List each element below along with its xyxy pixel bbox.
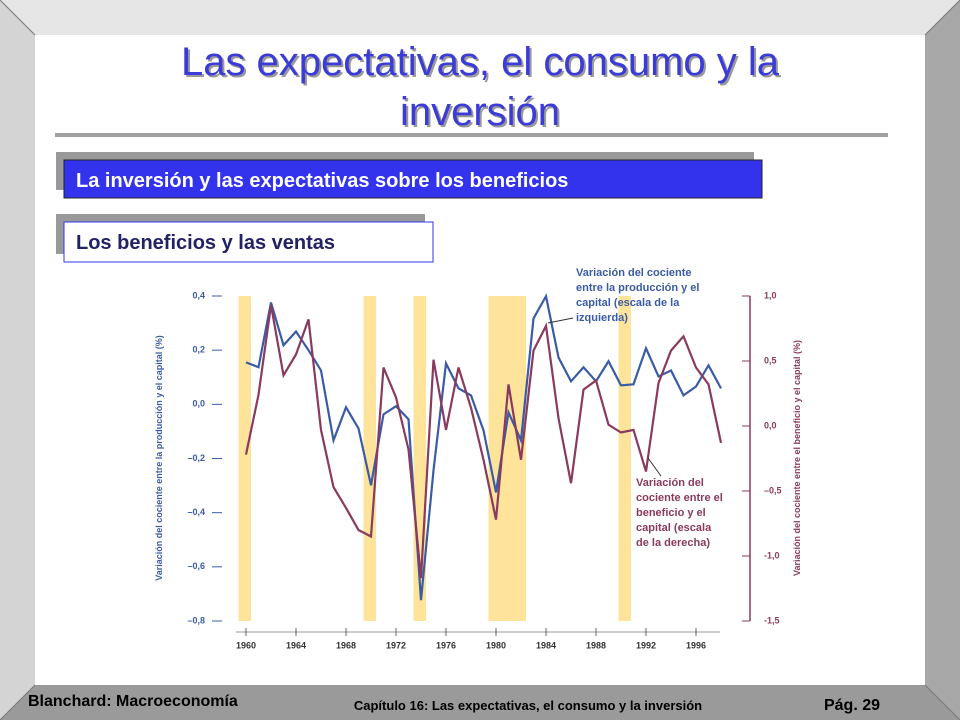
- corner: [924, 0, 960, 36]
- annotation-text: capital (escala: [636, 522, 712, 534]
- recession-band: [363, 296, 376, 621]
- y2-tick-label: 0,0: [764, 420, 777, 430]
- annotation-text: Variación del: [636, 477, 704, 489]
- y2-tick-label: 0,5: [764, 355, 777, 365]
- annotation-leader: [547, 317, 574, 324]
- x-tick-label: 1972: [386, 640, 406, 650]
- title: Las expectativas, el consumo y la invers…: [181, 40, 782, 136]
- annotation-text: Variación del cociente: [576, 267, 692, 279]
- y-tick-label: –0,6: [187, 561, 205, 571]
- annotation-text: de la derecha): [636, 537, 710, 549]
- box: [63, 221, 434, 263]
- x-tick-label: 1988: [586, 640, 606, 650]
- y-axis-label: Variación del cociente entre la producci…: [154, 335, 164, 581]
- corner: [0, 684, 36, 721]
- x-tick-label: 1976: [436, 640, 456, 650]
- y2-tick-label: -1,5: [764, 615, 780, 625]
- y-tick-label: –0,8: [187, 615, 205, 625]
- title-line: Las expectativas, el consumo y la: [181, 40, 780, 84]
- bevel-right: [925, 0, 960, 720]
- x-tick-label: 1996: [686, 640, 706, 650]
- box-text: La inversión y las expectativas sobre lo…: [76, 170, 568, 192]
- y-tick-label: 0,0: [192, 399, 205, 409]
- annotation-text: izquierda): [576, 312, 628, 324]
- bevel-bottom: [0, 685, 960, 720]
- box-text: Los beneficios y las ventas: [76, 232, 335, 254]
- annotation-text: beneficio y el: [636, 507, 706, 519]
- recession-band: [238, 296, 251, 621]
- title-rule: [55, 133, 888, 137]
- annotation-text: capital (escala de la: [576, 297, 680, 309]
- footer-center: Capítulo 16: Las expectativas, el consum…: [354, 698, 702, 713]
- x-tick-label: 1960: [236, 640, 256, 650]
- corner: [924, 684, 960, 721]
- annotation-leader: [647, 457, 662, 477]
- title-line: inversión: [400, 90, 560, 134]
- y-tick-label: –0,2: [187, 453, 205, 463]
- bevel-top: [0, 0, 960, 35]
- bevel-left: [0, 0, 35, 720]
- title-shadow: Las expectativas, el consumo y la: [183, 42, 782, 86]
- y2-tick-label: 1,0: [764, 290, 777, 300]
- y2-tick-label: -1,0: [764, 550, 780, 560]
- corner: [0, 0, 36, 36]
- y-tick-label: –0,4: [187, 507, 205, 517]
- footer-right: Pág. 29: [824, 697, 880, 714]
- title-shadow: inversión: [402, 92, 562, 136]
- chart: 1960 1964 1968 1972 1976 1980 1984 1988 1992 1996…: [154, 267, 802, 650]
- x-tick-label: 1984: [536, 640, 556, 650]
- y2-axis-label: Variación del cociente entre el benefici…: [792, 340, 802, 576]
- y-tick-label: 0,4: [192, 290, 205, 300]
- footer-left: Blanchard: Macroeconomía: [28, 693, 238, 710]
- series-line: [245, 293, 722, 601]
- series-line: [244, 304, 723, 579]
- box: [63, 159, 763, 199]
- y2-tick-label: –0,5: [764, 485, 782, 495]
- recession-band: [618, 296, 631, 621]
- annotation-text: entre la producción y el: [576, 282, 699, 294]
- x-tick-label: 1992: [636, 640, 656, 650]
- annotation-text: cociente entre el: [636, 492, 723, 504]
- y-tick-label: 0,2: [192, 345, 205, 355]
- x-tick-label: 1980: [486, 640, 506, 650]
- x-tick-label: 1964: [286, 640, 306, 650]
- slide-body: [35, 35, 925, 685]
- x-tick-label: 1968: [336, 640, 356, 650]
